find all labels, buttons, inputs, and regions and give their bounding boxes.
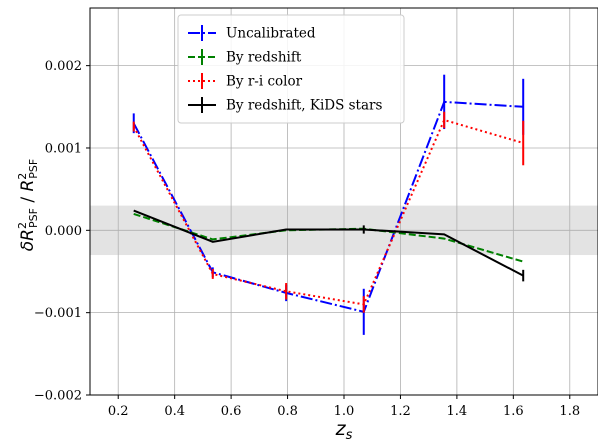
- x-tick-label: 0.8: [277, 404, 298, 419]
- x-tick-label: 0.4: [164, 404, 185, 419]
- x-tick-label: 1.6: [503, 404, 524, 419]
- series-by-r-i-color: [132, 111, 525, 313]
- series-by-redshift-kids-stars: [133, 209, 525, 282]
- legend-label-by-redshift-kids-stars: By redshift, KiDS stars: [226, 98, 382, 114]
- legend-frame: [177, 14, 405, 124]
- y-axis-title-sub: PSF: [27, 208, 40, 228]
- x-tick-label: 1.0: [334, 404, 355, 419]
- tick-layer: 0.2 0.4 0.6 0.8 1.0 1.2 1.4 1.6 1.8 −0.002 −0.001 0…: [34, 59, 580, 419]
- series-line-uncalibrated: [132, 100, 524, 313]
- series-line-by-redshift-kids-stars: [133, 209, 524, 277]
- legend: Uncalibrated By redshift By r-i color By re…: [177, 14, 405, 124]
- series-line-by-r-i-color: [132, 118, 524, 306]
- y-axis-title-denom: R: [18, 180, 38, 192]
- y-axis-title: δR2PSF / R2PSF: [16, 159, 40, 251]
- x-tick-label: 0.6: [221, 404, 242, 419]
- x-axis-title-sub: s: [346, 428, 353, 441]
- y-tick-label: 0.001: [45, 141, 82, 156]
- y-axis-title-denom-sub: PSF: [27, 159, 40, 179]
- y-axis-title-main: δR: [18, 229, 38, 251]
- y-axis-title-sup: 2: [16, 222, 29, 229]
- x-tick-label: 1.2: [390, 404, 411, 419]
- y-tick-label: 0.002: [45, 59, 82, 74]
- y-tick-label: −0.002: [34, 389, 82, 404]
- series-layer: [132, 74, 525, 335]
- x-tick-label: 1.8: [559, 404, 580, 419]
- legend-label-uncalibrated: Uncalibrated: [226, 26, 316, 42]
- y-tick-label: 0.000: [45, 224, 82, 239]
- y-axis-title-sep: /: [18, 192, 38, 209]
- legend-label-by-redshift: By redshift: [226, 50, 302, 66]
- x-axis-title-main: z: [335, 418, 347, 440]
- x-axis-title: zs: [335, 418, 353, 441]
- x-tick-label: 1.4: [447, 404, 468, 419]
- legend-label-by-r-i-color: By r-i color: [226, 74, 303, 90]
- y-tick-label: −0.001: [34, 306, 82, 321]
- y-axis-title-denom-sup: 2: [16, 173, 29, 180]
- x-tick-label: 0.2: [108, 404, 129, 419]
